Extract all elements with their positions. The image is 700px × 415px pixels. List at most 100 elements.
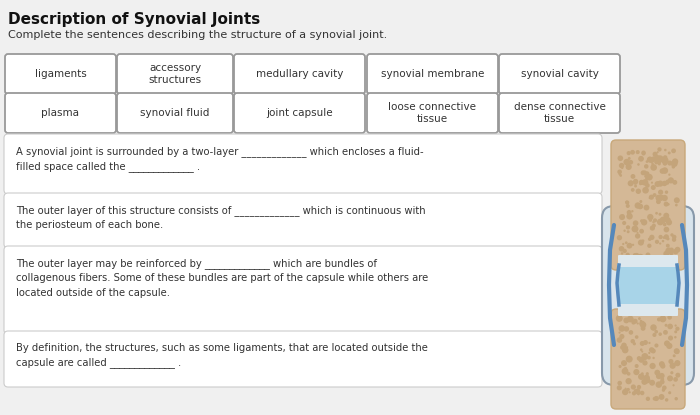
Circle shape — [640, 326, 645, 331]
Circle shape — [634, 253, 640, 259]
Circle shape — [643, 187, 649, 193]
Circle shape — [621, 167, 624, 169]
FancyBboxPatch shape — [234, 93, 365, 133]
Circle shape — [655, 381, 662, 388]
Circle shape — [667, 315, 672, 320]
Circle shape — [671, 165, 675, 168]
Circle shape — [635, 233, 640, 239]
Circle shape — [616, 315, 623, 322]
Circle shape — [626, 215, 629, 218]
Circle shape — [655, 159, 658, 161]
Circle shape — [631, 256, 638, 261]
Circle shape — [635, 335, 638, 339]
Circle shape — [667, 203, 670, 205]
Circle shape — [674, 360, 680, 366]
Circle shape — [638, 239, 644, 246]
Circle shape — [634, 369, 640, 375]
Circle shape — [645, 160, 648, 163]
Circle shape — [641, 372, 644, 375]
Circle shape — [662, 386, 666, 390]
Circle shape — [631, 225, 638, 232]
Circle shape — [629, 330, 634, 335]
Circle shape — [675, 349, 679, 354]
Circle shape — [673, 348, 680, 354]
Circle shape — [649, 235, 654, 240]
Circle shape — [673, 180, 678, 185]
Circle shape — [645, 252, 650, 257]
Circle shape — [664, 202, 668, 207]
Circle shape — [624, 326, 629, 332]
Circle shape — [657, 317, 661, 322]
FancyBboxPatch shape — [5, 54, 116, 94]
Circle shape — [636, 255, 639, 259]
FancyBboxPatch shape — [367, 54, 498, 94]
Circle shape — [675, 204, 678, 206]
Circle shape — [635, 388, 640, 393]
Circle shape — [617, 381, 622, 386]
Circle shape — [635, 364, 638, 368]
Circle shape — [626, 253, 630, 257]
Circle shape — [638, 374, 645, 380]
Circle shape — [667, 161, 672, 166]
Circle shape — [626, 346, 628, 349]
Circle shape — [649, 347, 654, 353]
Circle shape — [643, 375, 650, 381]
Circle shape — [621, 343, 626, 348]
Text: The outer layer may be reinforced by _____________ which are bundles of
collagen: The outer layer may be reinforced by ___… — [16, 258, 428, 298]
Circle shape — [640, 322, 646, 328]
Circle shape — [652, 333, 657, 337]
Text: Complete the sentences describing the structure of a synovial joint.: Complete the sentences describing the st… — [8, 30, 387, 40]
Circle shape — [659, 235, 663, 239]
Circle shape — [659, 242, 662, 244]
FancyBboxPatch shape — [618, 255, 678, 267]
Circle shape — [642, 179, 648, 186]
Circle shape — [638, 357, 644, 363]
Circle shape — [645, 372, 649, 375]
Circle shape — [632, 244, 634, 246]
Circle shape — [641, 256, 646, 261]
Circle shape — [651, 163, 654, 165]
Circle shape — [641, 219, 648, 225]
Circle shape — [629, 181, 634, 186]
Text: medullary cavity: medullary cavity — [256, 69, 343, 79]
Circle shape — [622, 221, 626, 225]
Circle shape — [662, 240, 664, 242]
Circle shape — [618, 255, 622, 259]
Circle shape — [624, 388, 626, 390]
Circle shape — [664, 254, 668, 257]
Circle shape — [619, 246, 624, 251]
Circle shape — [619, 214, 625, 220]
Circle shape — [634, 181, 638, 185]
Circle shape — [671, 160, 678, 167]
Circle shape — [647, 356, 651, 359]
Circle shape — [655, 212, 658, 215]
Circle shape — [626, 230, 629, 233]
Circle shape — [661, 157, 668, 164]
Text: ligaments: ligaments — [34, 69, 86, 79]
Text: synovial membrane: synovial membrane — [381, 69, 484, 79]
Circle shape — [637, 322, 639, 325]
Circle shape — [638, 156, 644, 161]
Circle shape — [673, 384, 675, 386]
Circle shape — [648, 244, 652, 248]
Circle shape — [660, 377, 664, 381]
Circle shape — [654, 181, 661, 187]
Circle shape — [626, 388, 630, 391]
Circle shape — [629, 391, 631, 393]
Circle shape — [620, 174, 622, 177]
Text: synovial cavity: synovial cavity — [521, 69, 598, 79]
Circle shape — [645, 375, 648, 377]
Circle shape — [626, 213, 633, 220]
Circle shape — [666, 180, 670, 184]
Circle shape — [653, 218, 657, 222]
Circle shape — [669, 251, 673, 255]
Text: Description of Synovial Joints: Description of Synovial Joints — [8, 12, 260, 27]
Circle shape — [630, 150, 635, 155]
Text: By definition, the structures, such as some ligaments, that are located outside : By definition, the structures, such as s… — [16, 343, 428, 368]
Circle shape — [625, 201, 628, 204]
FancyBboxPatch shape — [618, 304, 678, 316]
Circle shape — [668, 391, 671, 394]
Circle shape — [639, 321, 645, 327]
Circle shape — [639, 180, 644, 185]
Circle shape — [675, 397, 678, 400]
